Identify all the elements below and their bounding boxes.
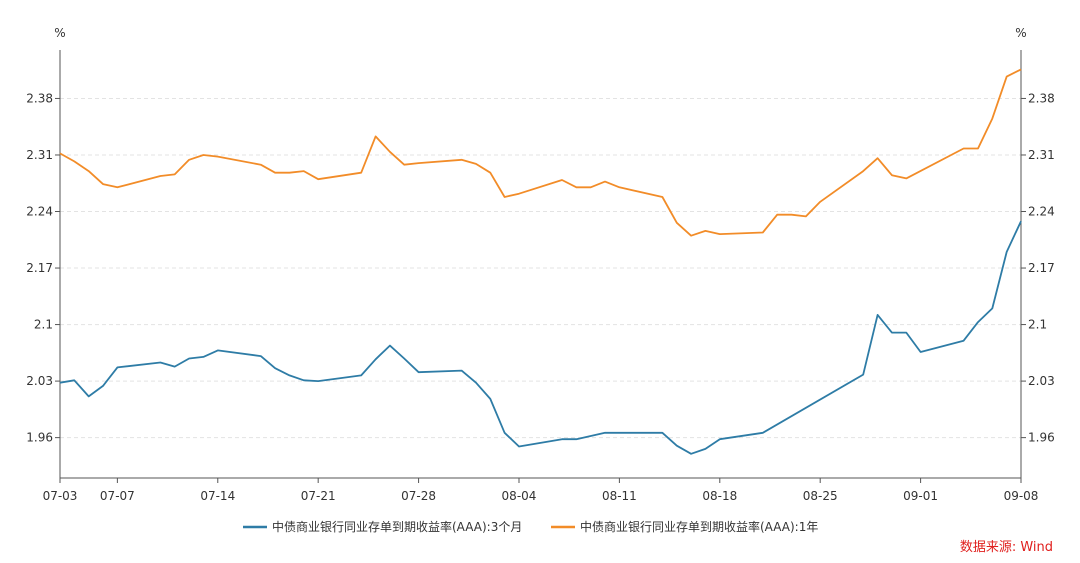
y-unit-left: % — [54, 26, 65, 40]
legend-label-3m: 中债商业银行同业存单到期收益率(AAA):3个月 — [272, 519, 522, 534]
x-tick-label-1: 07-07 — [100, 489, 135, 503]
x-tick-label-6: 08-11 — [602, 489, 637, 503]
legend-label-1y: 中债商业银行同业存单到期收益率(AAA):1年 — [580, 519, 818, 534]
x-tick-label-4: 07-28 — [401, 489, 436, 503]
x-tick-label-0: 07-03 — [43, 489, 78, 503]
grid-layer — [60, 97, 1021, 439]
y-tick-label-left-5: 2.31 — [26, 148, 53, 162]
y-tick-label-left-1: 2.03 — [26, 374, 53, 388]
y-tick-label-left-0: 1.96 — [26, 431, 53, 445]
y-tick-label-right-6: 2.38 — [1028, 91, 1055, 105]
y-tick-label-left-3: 2.17 — [26, 261, 53, 275]
axis-layer: 1.96 1.96 2.03 2.03 2.1 2.1 2.17 2.17 2.24 2.24 2.… — [26, 50, 1055, 503]
y-tick-label-right-1: 2.03 — [1028, 374, 1055, 388]
y-tick-label-right-0: 1.96 — [1028, 431, 1055, 445]
source-label: 数据来源: Wind — [960, 540, 1053, 555]
y-tick-label-left-4: 2.24 — [26, 205, 53, 219]
y-tick-label-right-3: 2.17 — [1028, 261, 1055, 275]
x-tick-label-3: 07-21 — [301, 489, 336, 503]
series-line-0 — [59, 220, 1022, 455]
y-tick-label-right-2: 2.1 — [1028, 318, 1047, 332]
x-tick-label-9: 09-01 — [903, 489, 938, 503]
x-tick-label-10: 09-08 — [1004, 489, 1039, 503]
series-line-1 — [59, 68, 1022, 237]
y-tick-label-right-4: 2.24 — [1028, 205, 1055, 219]
legend: 中债商业银行同业存单到期收益率(AAA):3个月 中债商业银行同业存单到期收益率… — [243, 519, 818, 534]
y-tick-label-right-5: 2.31 — [1028, 148, 1055, 162]
y-tick-label-left-2: 2.1 — [34, 318, 53, 332]
x-tick-label-8: 08-25 — [803, 489, 838, 503]
series-layer — [59, 68, 1022, 455]
x-tick-label-7: 08-18 — [702, 489, 737, 503]
y-unit-right: % — [1015, 26, 1026, 40]
x-tick-label-2: 07-14 — [200, 489, 235, 503]
y-tick-label-left-6: 2.38 — [26, 91, 53, 105]
x-tick-label-5: 08-04 — [502, 489, 537, 503]
